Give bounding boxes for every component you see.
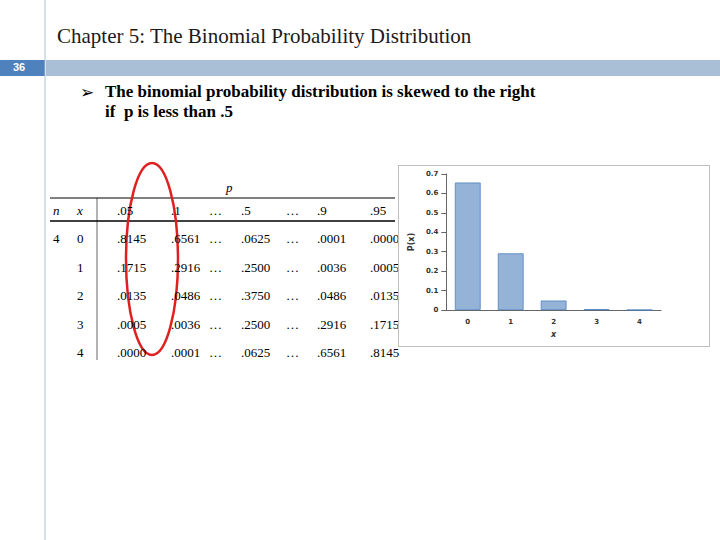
svg-text:0.5: 0.5 bbox=[426, 209, 439, 217]
html-text:.3750: .3750 bbox=[241, 288, 271, 303]
html-text:.0625: .0625 bbox=[241, 345, 271, 360]
svg-text:0.7: 0.7 bbox=[426, 170, 439, 178]
html-text:3: 3 bbox=[77, 316, 84, 332]
html-text:.0036: .0036 bbox=[317, 259, 347, 275]
html-text:.5: .5 bbox=[241, 203, 251, 218]
html-text:.0005: .0005 bbox=[117, 316, 147, 332]
html-text:.05: .05 bbox=[117, 203, 134, 218]
html-text:0: 0 bbox=[77, 231, 84, 246]
html-text:.8145: .8145 bbox=[117, 231, 147, 246]
svg-text:3: 3 bbox=[594, 318, 599, 326]
html-text:.95: .95 bbox=[370, 203, 387, 218]
html-text:.6561: .6561 bbox=[317, 345, 347, 360]
html-text:p: p bbox=[226, 180, 233, 195]
html-text:.1715: .1715 bbox=[117, 259, 147, 275]
html-text:.9: .9 bbox=[317, 203, 327, 218]
html-text:.0625: .0625 bbox=[241, 231, 271, 246]
html-text:x: x bbox=[77, 203, 83, 218]
html-text:.0486: .0486 bbox=[317, 288, 347, 303]
html-text:1: 1 bbox=[77, 259, 84, 275]
html-text:.2916: .2916 bbox=[317, 316, 347, 332]
svg-text:P(x): P(x) bbox=[407, 233, 416, 251]
html-text:.6561: .6561 bbox=[171, 231, 201, 246]
svg-text:4: 4 bbox=[637, 318, 642, 326]
svg-text:0.6: 0.6 bbox=[426, 189, 439, 197]
html-text:4: 4 bbox=[77, 345, 84, 360]
svg-text:0.1: 0.1 bbox=[426, 287, 439, 295]
html-text:Chapter 5: The Binomial Probab: Chapter 5: The Binomial Probability Dist… bbox=[57, 24, 472, 48]
html-text:.1: .1 bbox=[171, 203, 181, 218]
svg-text:0: 0 bbox=[465, 318, 470, 326]
html-text:.0000: .0000 bbox=[370, 231, 400, 246]
svg-text:0.4: 0.4 bbox=[426, 228, 439, 236]
html-text:.2916: .2916 bbox=[171, 259, 201, 275]
html-text:36: 36 bbox=[13, 61, 26, 73]
html-text:2: 2 bbox=[77, 288, 84, 303]
svg-text:0.3: 0.3 bbox=[426, 248, 439, 256]
svg-text:x: x bbox=[550, 330, 557, 339]
svg-text:1: 1 bbox=[508, 318, 513, 326]
html-text:.0486: .0486 bbox=[171, 288, 201, 303]
html-text:4: 4 bbox=[53, 231, 60, 246]
html-text:The binomial probability distr: The binomial probability distribution is… bbox=[105, 82, 536, 101]
html-text:.0135: .0135 bbox=[370, 288, 400, 303]
html-text:.0001: .0001 bbox=[317, 231, 347, 246]
html-text:.0005: .0005 bbox=[370, 259, 400, 275]
html-text:.0000: .0000 bbox=[117, 345, 147, 360]
html-text:.1715: .1715 bbox=[370, 316, 400, 332]
html-text:.8145: .8145 bbox=[370, 345, 400, 360]
html-text:.0135: .0135 bbox=[117, 288, 147, 303]
html-text:n: n bbox=[53, 203, 60, 218]
svg-text:0: 0 bbox=[433, 306, 438, 314]
html-text:.2500: .2500 bbox=[241, 316, 271, 332]
svg-text:0.2: 0.2 bbox=[426, 267, 439, 275]
svg-text:2: 2 bbox=[551, 318, 556, 326]
html-text:.0001: .0001 bbox=[171, 345, 201, 360]
html-text:if p is less than .5: if p is less than .5 bbox=[105, 102, 233, 121]
html-text:.2500: .2500 bbox=[241, 259, 271, 275]
html-text:.0036: .0036 bbox=[171, 316, 201, 332]
